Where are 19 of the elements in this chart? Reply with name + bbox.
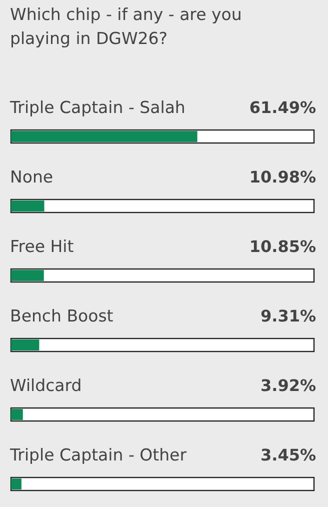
bar [11,478,22,490]
y-tick-label: Free Hit [10,237,74,256]
data-label: 3.92% [260,376,316,395]
y-tick-label: Triple Captain - Other [9,446,187,464]
y-tick-label: Triple Captain - Salah [9,98,186,117]
data-label: 10.98% [249,168,316,186]
data-label: 9.31% [260,306,316,326]
data-label: 3.45% [260,446,316,464]
bar [11,200,44,212]
data-label: 10.85% [249,237,316,256]
chart-title: Which chip - if any - are you playing in DGW26? [10,5,242,48]
y-tick-label: None [10,168,54,186]
bar [11,270,44,281]
data-label: 61.49% [249,98,316,117]
y-tick-label: Wildcard [10,376,82,395]
bar [11,131,198,142]
bar [11,409,23,420]
y-tick-label: Bench Boost [10,306,114,326]
bar [11,340,40,350]
